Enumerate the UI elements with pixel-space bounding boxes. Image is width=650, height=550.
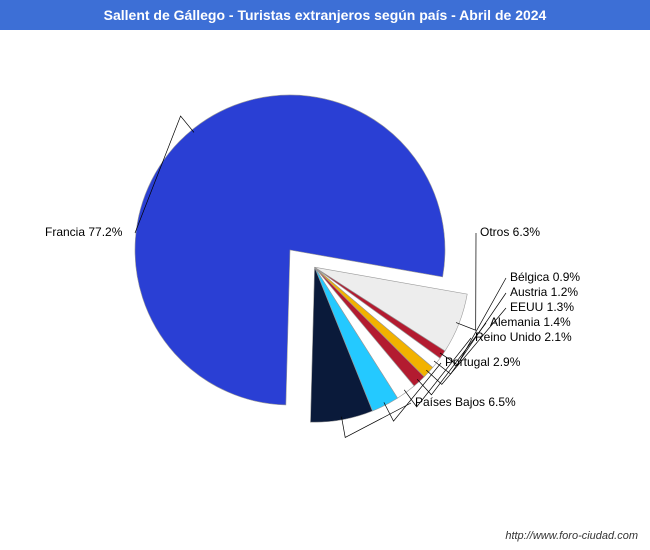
footer-credit: http://www.foro-ciudad.com	[505, 530, 638, 542]
slice-label-reinounido: Reino Unido 2.1%	[475, 330, 572, 344]
slice-label-alemania: Alemania 1.4%	[490, 315, 571, 329]
slice-label-belgica: Bélgica 0.9%	[510, 270, 580, 284]
slice-label-paisesbajos: Países Bajos 6.5%	[415, 395, 516, 409]
slice-label-eeuu: EEUU 1.3%	[510, 300, 574, 314]
chart-area: Francia 77.2% Otros 6.3% Bélgica 0.9% Au…	[0, 30, 650, 520]
slice-label-austria: Austria 1.2%	[510, 285, 578, 299]
slice-label-francia: Francia 77.2%	[45, 225, 122, 239]
chart-title-bar: Sallent de Gállego - Turistas extranjero…	[0, 0, 650, 30]
chart-title: Sallent de Gállego - Turistas extranjero…	[104, 7, 547, 23]
slice-label-portugal: Portugal 2.9%	[445, 355, 520, 369]
slice-label-otros: Otros 6.3%	[480, 225, 540, 239]
